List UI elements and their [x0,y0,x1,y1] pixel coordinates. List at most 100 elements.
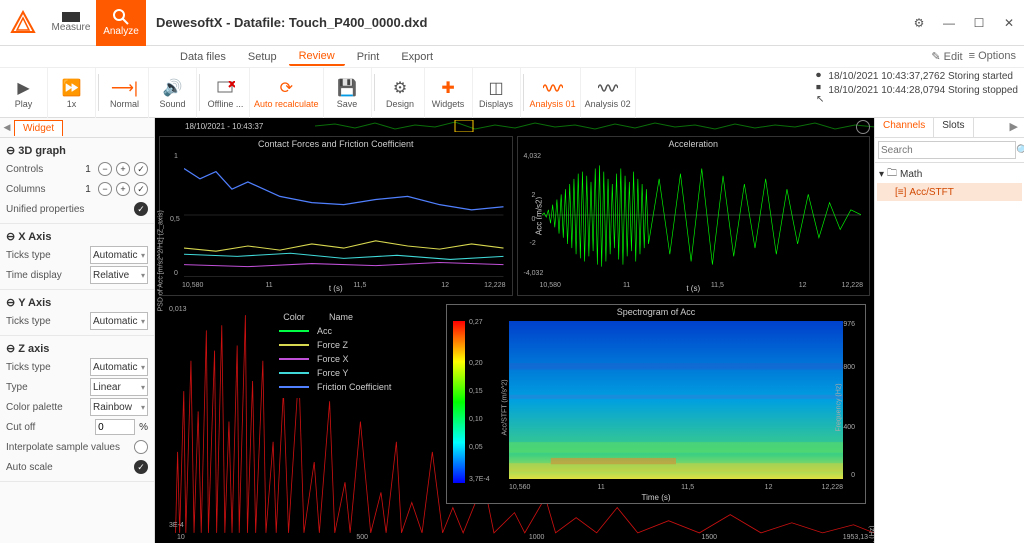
menu-options[interactable]: ≡ Options [969,50,1016,63]
legend-swatch [279,386,309,388]
maximize-button[interactable]: ☐ [964,9,994,37]
sound-button[interactable]: 🔊Sound [149,68,197,118]
menu-edit[interactable]: ✎ Edit [931,50,962,63]
plus-icon: ✚ [441,77,454,99]
select-timedisplay[interactable]: Relative [90,266,148,284]
search-button[interactable]: 🔍 [1016,141,1024,159]
status-line2: 18/10/2021 10:44:28,0794 Storing stopped [828,84,1018,97]
select-palette[interactable]: Rainbow [90,398,148,416]
left-panel: ◀ Widget ⊖3D graph Controls 1 − + ✓ Colu… [0,118,155,543]
controls-minus[interactable]: − [98,162,112,176]
interp-toggle[interactable] [134,440,148,454]
select-ztype[interactable]: Linear [90,378,148,396]
legend-row[interactable]: Force Y [279,366,391,380]
chart1-title: Contact Forces and Friction Coefficient [160,139,512,149]
tick: 976 [843,321,855,328]
tick: 1000 [529,534,545,541]
tick: 11 [597,484,604,491]
tick: 4,032 [524,153,542,160]
speed-button[interactable]: ⏩1x [48,68,96,118]
tick: 12,228 [822,484,843,491]
design-button[interactable]: ⚙Design [377,68,425,118]
legend-name: Acc [317,326,332,336]
columns-check[interactable]: ✓ [134,182,148,196]
psd-ylabel: PSD of Acc [m/s2^2/Hz] (Z_axis) [158,210,165,311]
legend-row[interactable]: Force X [279,352,391,366]
chart1-xlabel: t (s) [160,284,512,293]
close-button[interactable]: ✕ [994,9,1024,37]
tick: 0,013 [169,306,187,313]
displays-icon: ◫ [488,77,503,99]
overview-waveform[interactable] [315,120,874,132]
titlebar: Measure Analyze DewesoftX - Datafile: To… [0,0,1024,46]
save-icon: 💾 [337,77,357,99]
toolbar: ▶Play ⏩1x ⟶|Normal 🔊Sound Offline ... ⟳A… [0,68,1024,118]
analysis01-button[interactable]: Analysis 01 [526,68,581,118]
tick: -2 [530,240,536,247]
tree-stft[interactable]: [≡]Acc/STFT [877,183,1022,201]
settings-button[interactable]: ⚙ [904,9,934,37]
chart-forces[interactable]: Contact Forces and Friction Coefficient … [159,136,513,296]
fastforward-icon: ⏩ [62,77,82,99]
input-cutoff[interactable] [95,419,135,435]
analysis02-button[interactable]: Analysis 02 [581,68,636,118]
search-input[interactable] [878,141,1016,159]
select-zticks[interactable]: Automatic [90,358,148,376]
analyze-tab[interactable]: Analyze [96,0,146,46]
section-xaxis[interactable]: ⊖X Axis [6,228,148,245]
chart-psd[interactable]: PSD of Acc [m/s2^2/Hz] (Z_axis) 0,013 3E… [155,300,874,543]
autorecalc-button[interactable]: ⟳Auto recalculate [250,68,324,118]
play-button[interactable]: ▶Play [0,68,48,118]
cutoff-unit: % [139,422,148,433]
legend-name: Friction Coefficient [317,382,391,392]
columns-plus[interactable]: + [116,182,130,196]
autoscale-toggle[interactable]: ✓ [134,460,148,474]
status-box: ⏺ ⏹ ↖ 18/10/2021 10:43:37,2762 Storing s… [810,68,1024,117]
tick: 400 [843,424,855,431]
section-3dgraph[interactable]: ⊖3D graph [6,142,148,159]
offline-icon [217,77,235,99]
offline-button[interactable]: Offline ... [202,68,250,118]
ruler-icon [62,12,80,22]
menu-export[interactable]: Export [391,49,443,65]
widgets-button[interactable]: ✚Widgets [425,68,473,118]
tab-channels[interactable]: Channels [875,118,934,137]
label-columns: Columns [6,184,78,195]
controls-plus[interactable]: + [116,162,130,176]
label-cutoff: Cut off [6,422,91,433]
chart2-title: Acceleration [518,139,870,149]
label-interp: Interpolate sample values [6,442,130,453]
save-button[interactable]: 💾Save [324,68,372,118]
chart-icon: [≡] [895,187,906,198]
unified-check[interactable]: ✓ [134,202,148,216]
tab-prev[interactable]: ◀ [0,122,14,133]
columns-minus[interactable]: − [98,182,112,196]
spectrogram[interactable]: Spectrogram of Acc 0,27 0,20 0,15 0,10 0… [446,304,866,504]
legend-row[interactable]: Acc [279,324,391,338]
select-xticks[interactable]: Automatic [90,246,148,264]
clock-icon[interactable] [856,120,870,134]
cursor-icon: ↖ [816,94,824,105]
menu-datafiles[interactable]: Data files [170,49,236,65]
tab-slots[interactable]: Slots [934,118,973,137]
normal-button[interactable]: ⟶|Normal [101,68,149,118]
legend-row[interactable]: Friction Coefficient [279,380,391,394]
label-autoscale: Auto scale [6,462,130,473]
measure-tab[interactable]: Measure [46,0,96,46]
menu-setup[interactable]: Setup [238,49,287,65]
chart-acceleration[interactable]: Acceleration Acc (m/s2) 10,580 11 11,5 1… [517,136,871,296]
section-yaxis[interactable]: ⊖Y Axis [6,294,148,311]
tree-math[interactable]: ▾🗀Math [877,165,1022,183]
status-line1: 18/10/2021 10:43:37,2762 Storing started [828,70,1018,83]
tab-next[interactable]: ▶ [1004,118,1024,137]
menu-review[interactable]: Review [289,48,345,66]
menu-print[interactable]: Print [347,49,390,65]
spectro-ylabel2: Frequency (Hz) [835,383,842,431]
tab-widget[interactable]: Widget [14,120,63,136]
minimize-button[interactable]: — [934,9,964,37]
section-zaxis[interactable]: ⊖Z axis [6,340,148,357]
select-yticks[interactable]: Automatic [90,312,148,330]
controls-check[interactable]: ✓ [134,162,148,176]
legend-row[interactable]: Force Z [279,338,391,352]
displays-button[interactable]: ◫Displays [473,68,521,118]
